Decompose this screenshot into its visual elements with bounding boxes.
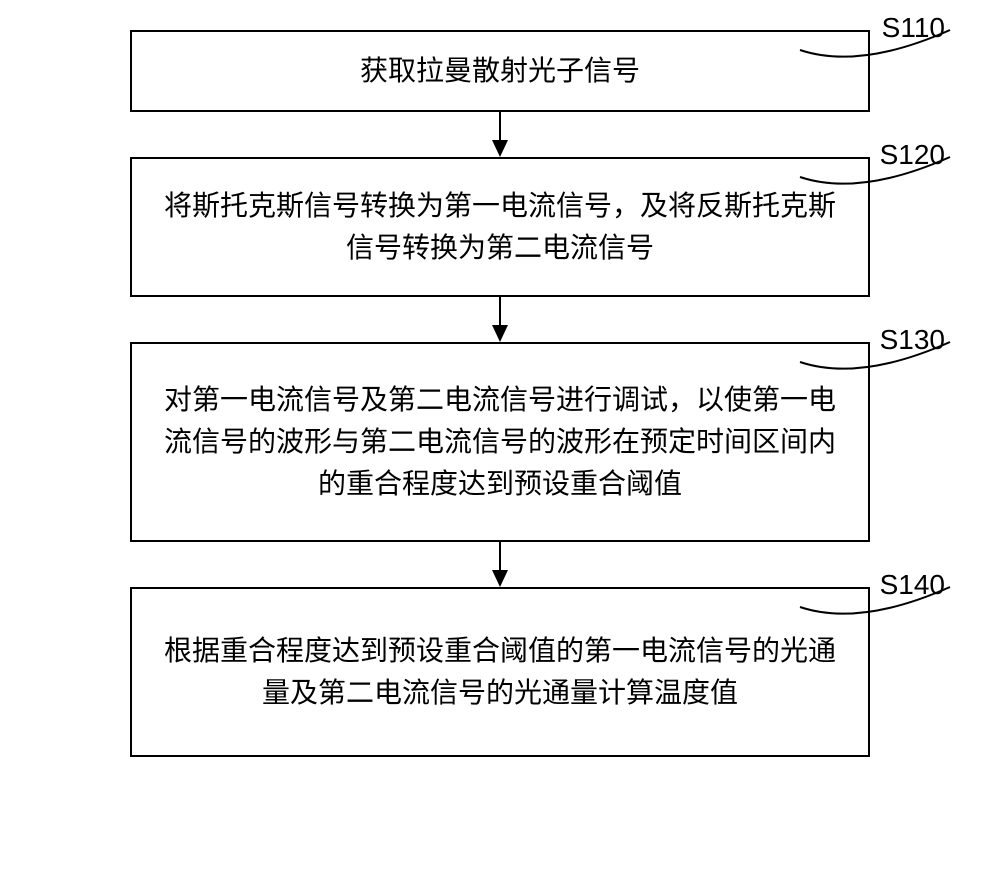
step-text-s120: 将斯托克斯信号转换为第一电流信号，及将反斯托克斯信号转换为第二电流信号: [156, 185, 844, 269]
step-text-s140: 根据重合程度达到预设重合阈值的第一电流信号的光通量及第二电流信号的光通量计算温度…: [156, 630, 844, 714]
arrow-s130-s140: [485, 542, 515, 587]
step-box-s130: 对第一电流信号及第二电流信号进行调试，以使第一电流信号的波形与第二电流信号的波形…: [130, 342, 870, 542]
arrow-s120-s130: [485, 297, 515, 342]
flowchart-container: 获取拉曼散射光子信号 S110 将斯托克斯信号转换为第一电流信号，及将反斯托克斯…: [60, 30, 940, 757]
step-wrapper-s130: 对第一电流信号及第二电流信号进行调试，以使第一电流信号的波形与第二电流信号的波形…: [60, 342, 940, 542]
step-label-s120: S120: [880, 139, 945, 171]
step-text-s110: 获取拉曼散射光子信号: [360, 50, 640, 92]
step-label-s130: S130: [880, 324, 945, 356]
arrow-icon: [485, 542, 515, 587]
step-box-s110: 获取拉曼散射光子信号: [130, 30, 870, 112]
arrow-icon: [485, 112, 515, 157]
step-box-s140: 根据重合程度达到预设重合阈值的第一电流信号的光通量及第二电流信号的光通量计算温度…: [130, 587, 870, 757]
step-text-s130: 对第一电流信号及第二电流信号进行调试，以使第一电流信号的波形与第二电流信号的波形…: [156, 379, 844, 505]
arrow-icon: [485, 297, 515, 342]
step-wrapper-s110: 获取拉曼散射光子信号 S110: [60, 30, 940, 112]
step-label-s110: S110: [882, 12, 945, 44]
step-label-s140: S140: [880, 569, 945, 601]
step-wrapper-s140: 根据重合程度达到预设重合阈值的第一电流信号的光通量及第二电流信号的光通量计算温度…: [60, 587, 940, 757]
step-wrapper-s120: 将斯托克斯信号转换为第一电流信号，及将反斯托克斯信号转换为第二电流信号 S120: [60, 157, 940, 297]
arrow-s110-s120: [485, 112, 515, 157]
step-box-s120: 将斯托克斯信号转换为第一电流信号，及将反斯托克斯信号转换为第二电流信号: [130, 157, 870, 297]
